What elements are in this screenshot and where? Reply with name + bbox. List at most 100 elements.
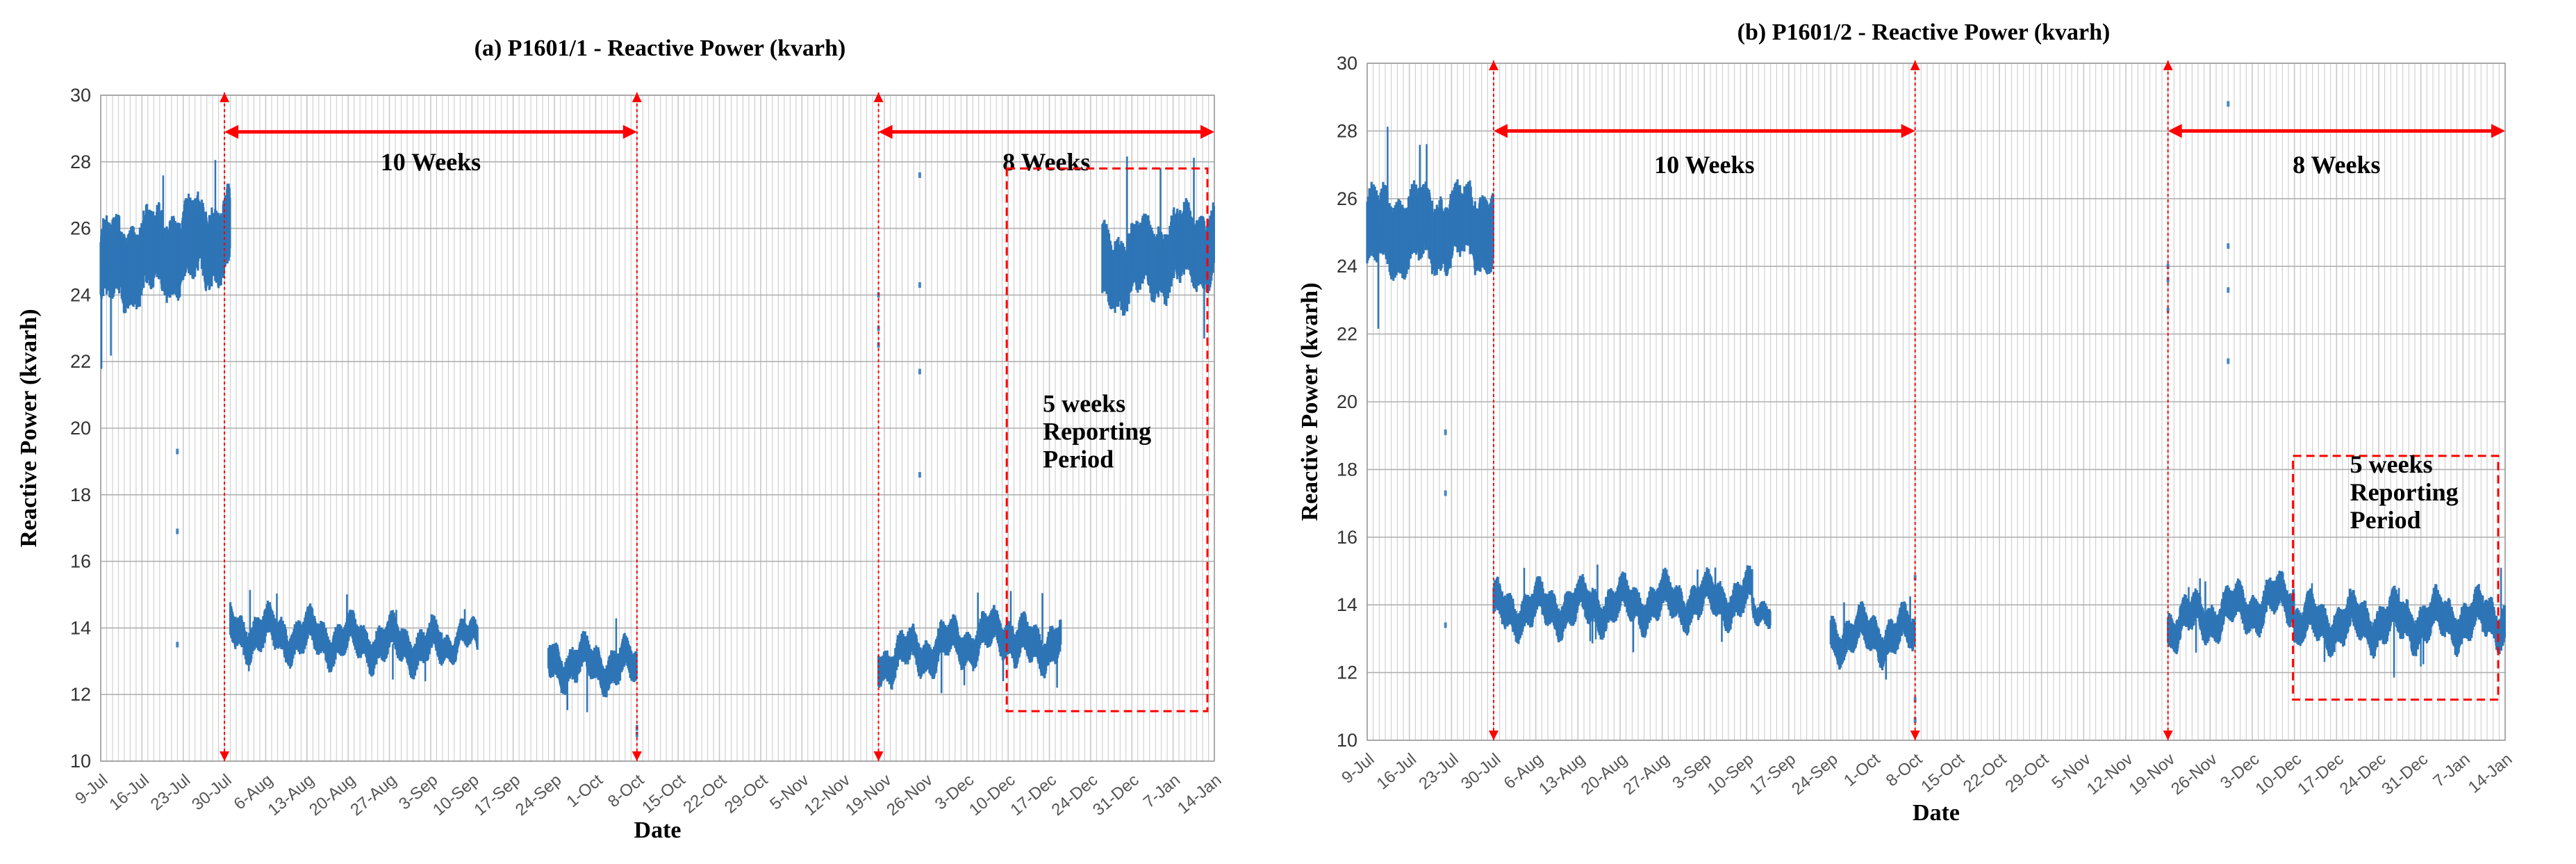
x-tick-label: 26-Nov [2168, 750, 2221, 799]
outlier-point [176, 642, 179, 648]
y-tick-label: 16 [1337, 527, 1357, 548]
x-tick-label: 10-Dec [2252, 750, 2305, 799]
reporting-period-label: 5 weeks [1043, 389, 1125, 417]
y-tick-label: 22 [70, 351, 91, 372]
duration-label: 8 Weeks [2293, 151, 2380, 179]
outlier-point [1913, 696, 1917, 703]
chart-b-title: (b) P1601/2 - Reactive Power (kvarh) [1737, 19, 2111, 45]
chart-b-svg: 10121416182022242628309-Jul16-Jul23-Jul3… [1297, 19, 2516, 826]
chart-a-y-axis-label: Reactive Power (kvarh) [16, 309, 42, 547]
y-tick-label: 14 [70, 617, 91, 638]
y-tick-label: 10 [1337, 730, 1357, 751]
y-tick-label: 30 [70, 85, 91, 106]
period-marker-arrowhead [2163, 731, 2173, 740]
outlier-point [176, 528, 179, 535]
y-tick-label: 12 [1337, 662, 1357, 683]
data-segment [1013, 593, 1062, 688]
x-tick-label: 16-Jul [1373, 750, 1420, 794]
data-segment [1829, 596, 1916, 680]
y-tick-label: 26 [70, 218, 91, 239]
duration-arrowhead [1901, 124, 1915, 138]
y-tick-label: 22 [1337, 324, 1357, 345]
outlier-point [918, 368, 921, 375]
period-marker-arrowhead [631, 92, 642, 102]
x-tick-label: 30-Jul [188, 771, 235, 815]
duration-arrowhead [622, 124, 637, 139]
y-tick-label: 12 [70, 684, 91, 705]
period-marker-arrowhead [1910, 60, 1920, 70]
outlier-point [918, 472, 921, 478]
y-tick-label: 14 [1337, 594, 1357, 615]
x-tick-label: 10-Dec [966, 771, 1019, 820]
x-tick-label: 24-Sep [1788, 750, 1842, 799]
duration-label: 10 Weeks [381, 148, 481, 176]
x-tick-label: 13-Aug [1535, 750, 1589, 799]
x-tick-label: 22-Oct [679, 770, 730, 817]
x-tick-label: 29-Oct [721, 770, 772, 817]
outlier-point [1444, 490, 1447, 496]
chart-a-title: (a) P1601/1 - Reactive Power (kvarh) [474, 35, 846, 61]
outlier-point [2227, 101, 2230, 107]
outlier-point [1913, 717, 1917, 723]
duration-label: 8 Weeks [1002, 148, 1090, 176]
y-tick-label: 20 [70, 418, 91, 439]
x-tick-label: 12-Nov [2083, 750, 2137, 799]
x-tick-label: 31-Dec [1089, 771, 1143, 820]
reporting-period-label: Period [2350, 506, 2421, 534]
data-segment [877, 591, 1015, 694]
x-tick-label: 19-Nov [2125, 750, 2179, 799]
y-tick-label: 18 [70, 484, 91, 505]
x-tick-label: 24-Dec [2336, 750, 2390, 799]
outlier-point [918, 282, 921, 288]
data-segment [1101, 156, 1215, 339]
period-marker-arrowhead [1489, 731, 1498, 740]
chart-a-svg: 10121416182022242628309-Jul16-Jul23-Jul3… [16, 35, 1225, 843]
duration-arrowhead [2168, 124, 2182, 138]
x-tick-label: 17-Dec [1007, 771, 1060, 820]
x-tick-label: 30-Jul [1458, 750, 1504, 794]
reporting-period-label: 5 weeks [2350, 450, 2433, 478]
x-tick-label: 16-Jul [106, 771, 152, 815]
y-tick-label: 26 [1337, 188, 1357, 209]
y-tick-label: 16 [70, 551, 91, 572]
y-tick-label: 18 [1337, 459, 1357, 480]
x-tick-label: 23-Jul [1415, 750, 1462, 794]
x-tick-label: 13-Aug [265, 771, 318, 820]
duration-arrowhead [2491, 124, 2505, 138]
x-tick-label: 20-Aug [306, 771, 359, 820]
x-tick-label: 31-Dec [2378, 750, 2431, 799]
y-tick-label: 10 [70, 751, 91, 772]
reporting-period-label: Reporting [2350, 478, 2459, 506]
x-tick-label: 15-Oct [1917, 749, 1968, 796]
data-segment [99, 160, 231, 369]
data-segment [441, 609, 479, 665]
duration-arrowhead [1494, 124, 1508, 138]
outlier-point [1444, 622, 1447, 628]
chart-b-y-axis-label: Reactive Power (kvarh) [1297, 282, 1323, 521]
x-tick-label: 29-Oct [2002, 749, 2053, 796]
x-tick-label: 15-Oct [638, 770, 689, 817]
x-tick-label: 27-Aug [347, 771, 400, 820]
duration-arrowhead [224, 124, 239, 139]
outlier-point [2166, 307, 2170, 313]
x-tick-label: 9-Jul [72, 771, 111, 808]
x-tick-label: 26-Nov [883, 771, 936, 820]
data-segment [229, 589, 443, 682]
period-marker-arrowhead [220, 92, 230, 102]
x-tick-label: 14-Jan [1174, 771, 1225, 818]
data-segment [1492, 564, 1753, 653]
reporting-period-label: Reporting [1043, 417, 1151, 445]
duration-arrowhead [878, 124, 893, 139]
y-tick-label: 20 [1337, 391, 1357, 412]
reporting-period-label: Period [1043, 445, 1114, 473]
outlier-point [1444, 429, 1447, 435]
chart-a-x-axis-label: Date [634, 817, 682, 843]
outlier-point [176, 448, 179, 455]
x-tick-label: 17-Sep [470, 771, 524, 820]
chart-b: 10 12 14 16 18 20 22 24 26 28 30 9-Jul 16-Jul 23-Jul 3… [1288, 0, 2576, 864]
x-tick-label: 24-Sep [512, 771, 565, 820]
period-marker-arrowhead [1489, 60, 1498, 70]
period-marker-arrowhead [2163, 60, 2173, 70]
chart-a: 10 12 14 16 18 20 22 24 26 28 30 9-Jul 16-Jul 23-Jul 3… [16, 35, 1225, 843]
data-segment [1751, 597, 1772, 629]
